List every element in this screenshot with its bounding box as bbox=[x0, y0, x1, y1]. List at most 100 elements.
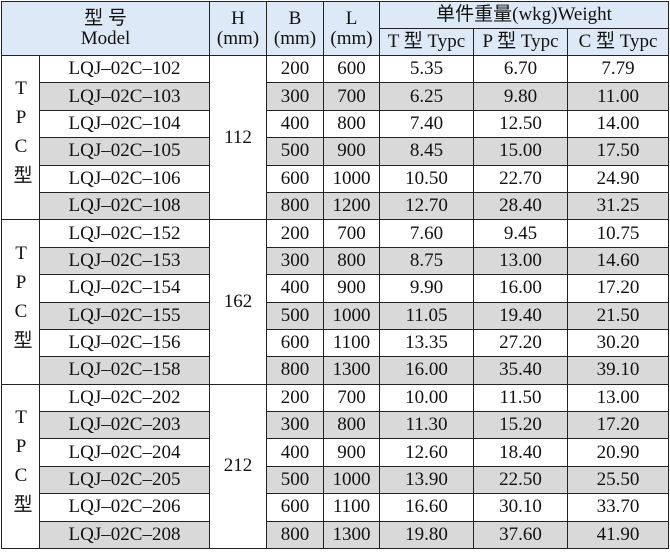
h-value: 162 bbox=[209, 219, 268, 385]
t-weight: 8.75 bbox=[379, 246, 475, 276]
header-text: (mm) bbox=[216, 27, 260, 49]
b-value: 600 bbox=[266, 493, 325, 522]
b-value: 200 bbox=[266, 54, 325, 84]
c-weight: 14.60 bbox=[567, 246, 670, 276]
group-label: TPC型 bbox=[10, 406, 32, 521]
group-label: TPC型 bbox=[10, 242, 32, 357]
table-row: LQJ–02C–205 500 1000 13.90 22.50 25.50 bbox=[2, 465, 670, 495]
c-weight: 39.10 bbox=[567, 356, 670, 385]
l-value: 800 bbox=[323, 246, 381, 276]
l-value: 800 bbox=[323, 411, 381, 440]
l-value: 1000 bbox=[323, 465, 381, 495]
b-value: 400 bbox=[266, 438, 325, 467]
l-value: 600 bbox=[323, 54, 381, 84]
header-text: H bbox=[231, 7, 245, 29]
c-weight: 33.70 bbox=[567, 493, 670, 522]
table-row: LQJ–02C–106 600 1000 10.50 22.70 24.90 bbox=[2, 164, 670, 193]
t-weight: 11.05 bbox=[379, 301, 475, 330]
l-value: 1100 bbox=[323, 328, 381, 358]
b-value: 400 bbox=[266, 274, 325, 303]
table-row: LQJ–02C–208 800 1300 19.80 37.60 41.90 bbox=[2, 520, 670, 550]
b-value: 200 bbox=[266, 219, 325, 248]
model: LQJ–02C–156 bbox=[38, 328, 211, 358]
c-weight: 17.20 bbox=[567, 411, 670, 440]
header-text: (mm) bbox=[273, 27, 317, 49]
b-value: 400 bbox=[266, 109, 325, 139]
t-weight: 19.80 bbox=[379, 520, 475, 550]
group-label-cell: TPC型 bbox=[1, 54, 40, 221]
t-weight: 12.70 bbox=[379, 191, 475, 221]
p-weight: 35.40 bbox=[473, 356, 569, 385]
b-value: 300 bbox=[266, 82, 325, 111]
header-text: B bbox=[288, 7, 302, 29]
l-value: 900 bbox=[323, 137, 381, 166]
l-value: 1100 bbox=[323, 493, 381, 522]
l-header: L (mm) bbox=[323, 1, 381, 56]
table-row: TPC型 LQJ–02C–202 212 200 700 10.00 11.50 13.00 bbox=[1, 383, 670, 550]
c-weight: 30.20 bbox=[567, 328, 670, 358]
p-weight: 19.40 bbox=[473, 301, 569, 330]
c-weight: 10.75 bbox=[567, 219, 670, 248]
group-label-cell: TPC型 bbox=[1, 383, 40, 550]
p-weight: 15.20 bbox=[473, 411, 569, 440]
p-weight: 28.40 bbox=[473, 191, 569, 221]
model: LQJ–02C–154 bbox=[38, 274, 211, 303]
model: LQJ–02C–208 bbox=[38, 520, 211, 550]
table-row: LQJ–02C–158 800 1300 16.00 35.40 39.10 bbox=[2, 356, 670, 385]
c-weight: 31.25 bbox=[567, 191, 670, 221]
t-weight: 11.30 bbox=[379, 411, 475, 440]
group-label-cell: TPC型 bbox=[1, 219, 40, 385]
p-weight: 9.45 bbox=[473, 219, 569, 248]
p-weight: 22.70 bbox=[473, 164, 569, 193]
table-body: TPC型 LQJ–02C–102 112 200 600 5.35 6.70 7.79 LQJ–… bbox=[1, 54, 670, 550]
c-weight: 24.90 bbox=[567, 164, 670, 193]
p-weight: 16.00 bbox=[473, 274, 569, 303]
l-value: 1300 bbox=[323, 356, 381, 385]
weight-header: 单件重量(wkg)Weight bbox=[379, 1, 670, 29]
l-value: 1300 bbox=[323, 520, 381, 550]
model: LQJ–02C–102 bbox=[38, 54, 211, 84]
c-weight: 41.90 bbox=[567, 520, 670, 550]
t-weight: 10.00 bbox=[379, 383, 475, 413]
p-weight: 37.60 bbox=[473, 520, 569, 550]
h-value: 212 bbox=[209, 383, 268, 550]
b-value: 600 bbox=[266, 164, 325, 193]
h-value: 112 bbox=[209, 54, 268, 221]
b-value: 300 bbox=[266, 246, 325, 276]
b-value: 500 bbox=[266, 465, 325, 495]
c-weight: 25.50 bbox=[567, 465, 670, 495]
model: LQJ–02C–158 bbox=[38, 356, 211, 385]
model: LQJ–02C–108 bbox=[38, 191, 211, 221]
p-weight: 30.10 bbox=[473, 493, 569, 522]
l-value: 1000 bbox=[323, 164, 381, 193]
l-value: 700 bbox=[323, 219, 381, 248]
table-row: LQJ–02C–204 400 900 12.60 18.40 20.90 bbox=[2, 438, 670, 467]
table-row: LQJ–02C–103 300 700 6.25 9.80 11.00 bbox=[2, 82, 670, 111]
table-row: LQJ–02C–156 600 1100 13.35 27.20 30.20 bbox=[2, 328, 670, 358]
c-weight: 20.90 bbox=[567, 438, 670, 467]
model: LQJ–02C–152 bbox=[38, 219, 211, 248]
table-row: LQJ–02C–154 400 900 9.90 16.00 17.20 bbox=[2, 274, 670, 303]
table-row: LQJ–02C–105 500 900 8.45 15.00 17.50 bbox=[2, 137, 670, 166]
l-value: 700 bbox=[323, 82, 381, 111]
model: LQJ–02C–206 bbox=[38, 493, 211, 522]
type-header: P 型 Typc bbox=[473, 28, 569, 56]
c-weight: 17.20 bbox=[567, 274, 670, 303]
table-row: LQJ–02C–108 800 1200 12.70 28.40 31.25 bbox=[2, 191, 670, 221]
p-weight: 13.00 bbox=[473, 246, 569, 276]
type-header: T 型 Typc bbox=[379, 28, 475, 56]
t-weight: 6.25 bbox=[379, 82, 475, 111]
model: LQJ–02C–104 bbox=[38, 109, 211, 139]
t-weight: 16.60 bbox=[379, 493, 475, 522]
table-row: LQJ–02C–155 500 1000 11.05 19.40 21.50 bbox=[2, 301, 670, 330]
header-text: (mm) bbox=[330, 27, 373, 49]
b-value: 500 bbox=[266, 301, 325, 330]
header-text: Model bbox=[80, 27, 131, 49]
model: LQJ–02C–205 bbox=[38, 465, 211, 495]
model: LQJ–02C–106 bbox=[38, 164, 211, 193]
c-weight: 13.00 bbox=[567, 383, 670, 413]
t-weight: 7.60 bbox=[379, 219, 475, 248]
table-row: LQJ–02C–153 300 800 8.75 13.00 14.60 bbox=[2, 246, 670, 276]
t-weight: 12.60 bbox=[379, 438, 475, 467]
